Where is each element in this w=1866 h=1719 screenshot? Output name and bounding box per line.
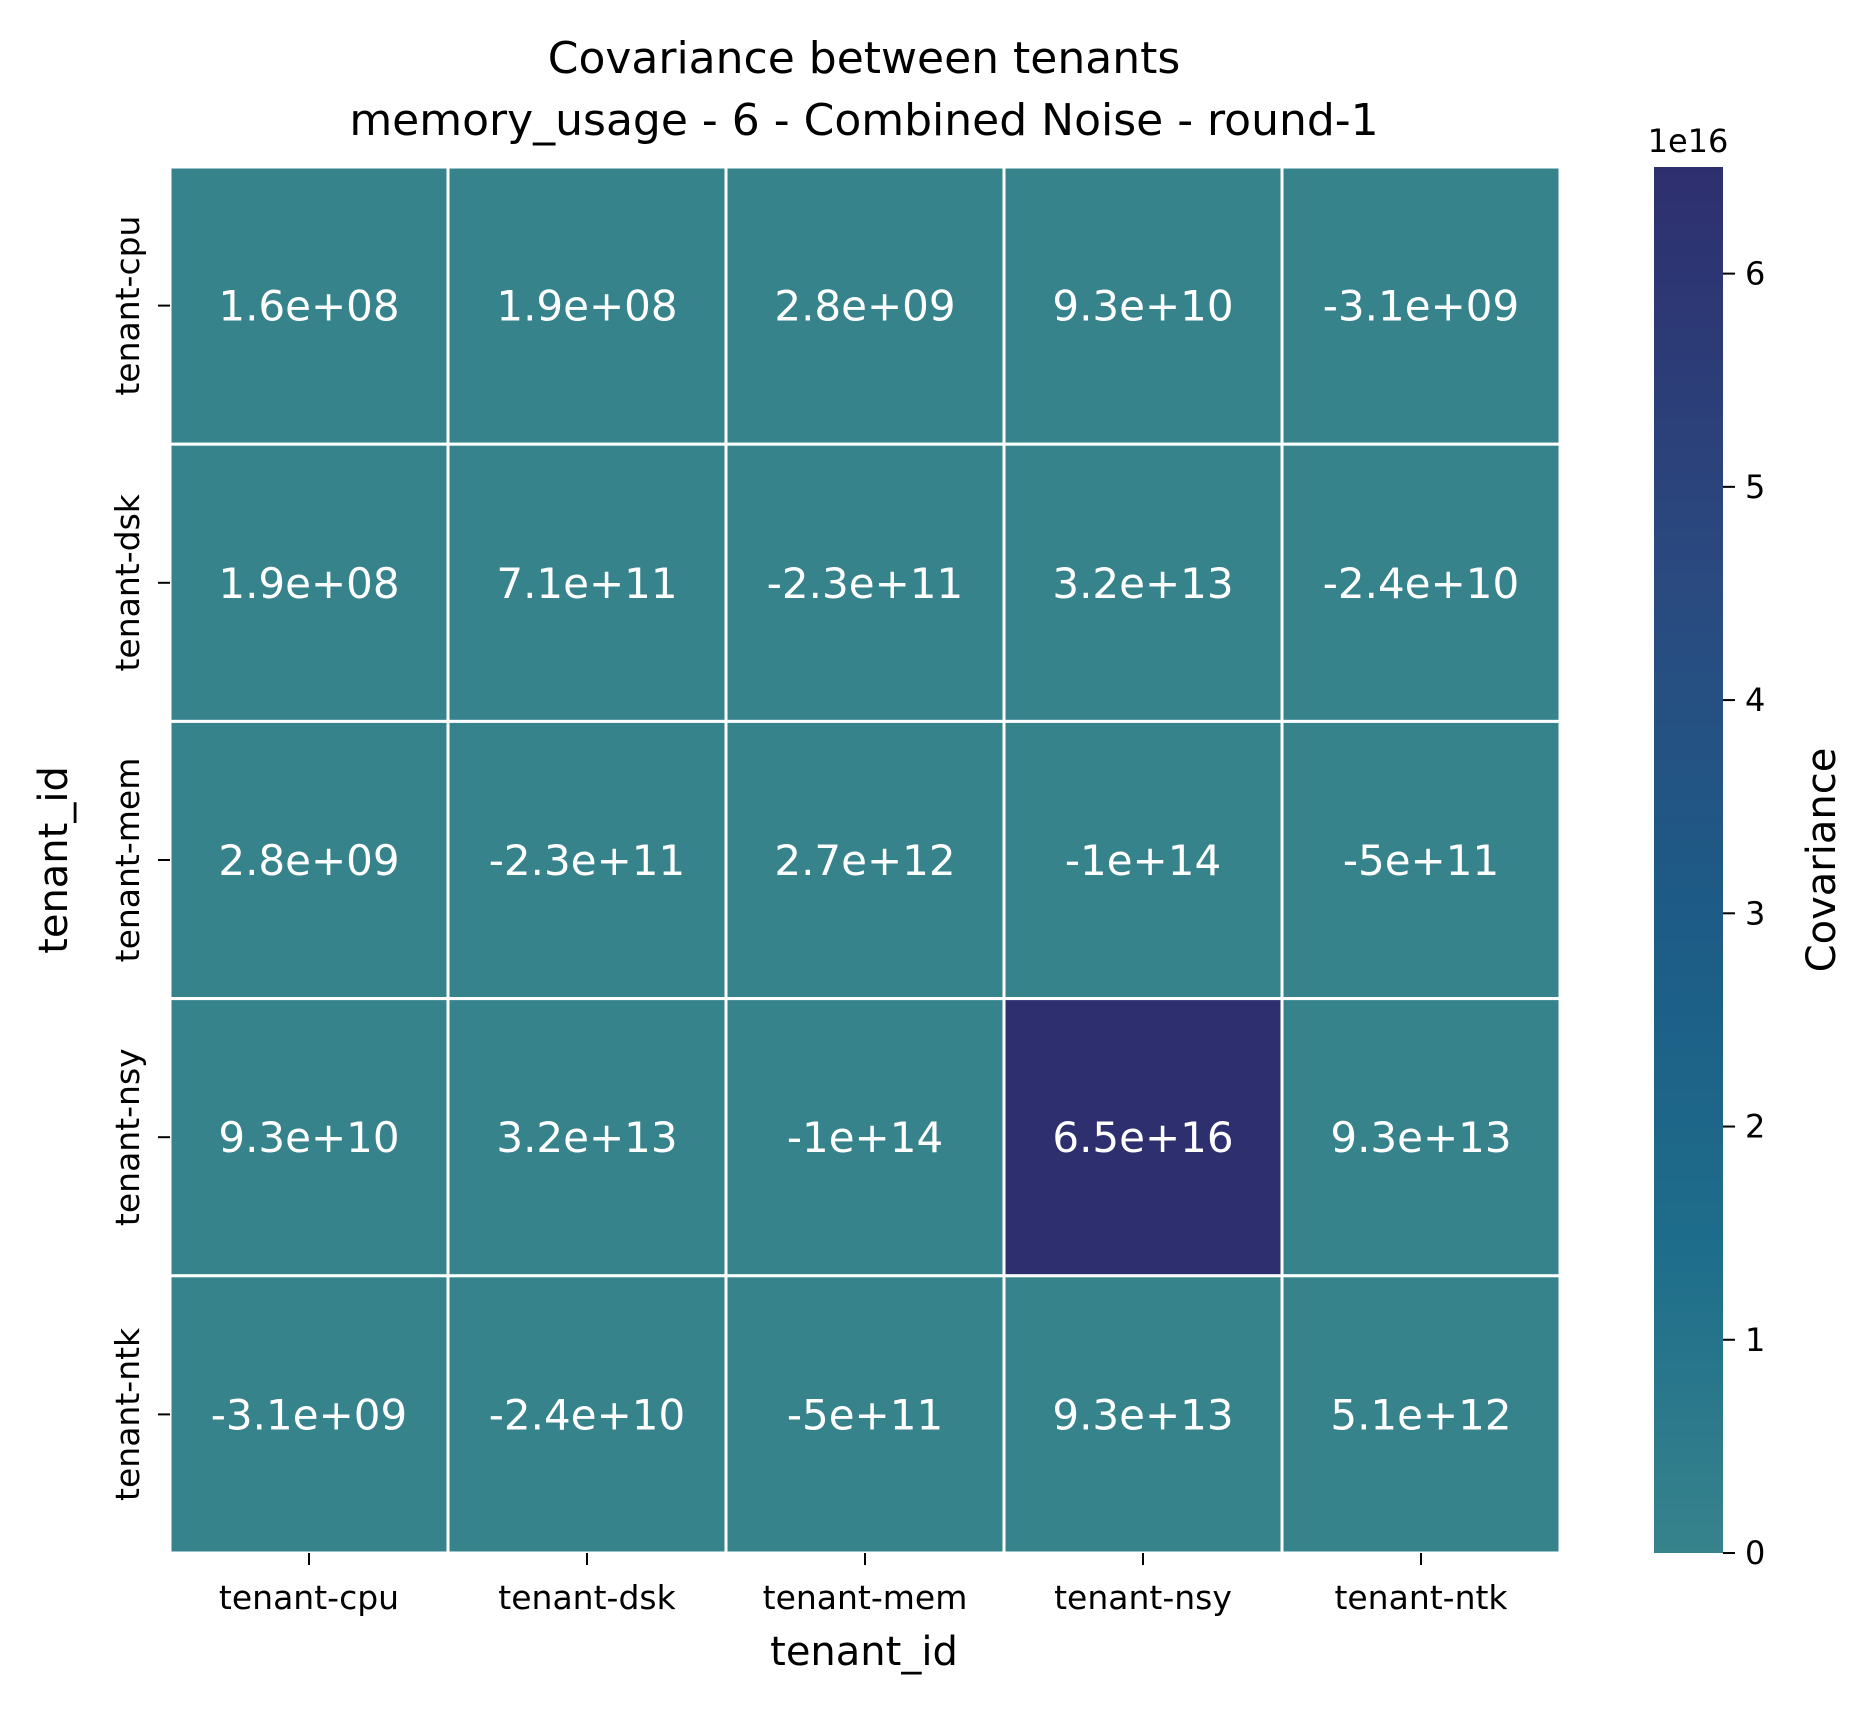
cell-value-label: -3.1e+09 (1323, 282, 1519, 331)
cell-value-label: 5.1e+12 (1330, 1390, 1511, 1439)
colorbar-ticks: 0 1 2 3 4 5 6 (1723, 255, 1765, 1572)
cell-value-label: 9.3e+13 (1330, 1113, 1511, 1162)
heatmap-cell-tenant-nsy-tenant-mem (724, 997, 1006, 1278)
heatmap-cell-tenant-dsk-tenant-mem (724, 442, 1006, 723)
cell-value-label: 2.8e+09 (218, 836, 399, 885)
chart-title-line-1: Covariance between tenants (548, 33, 1181, 84)
colorbar-tick-label: 4 (1745, 681, 1765, 719)
y-axis-ticks: tenant-cpu tenant-dsk tenant-mem tenant-nsy… (108, 216, 170, 1501)
cell-value-label: 1.9e+08 (218, 559, 399, 608)
heatmap-cell-tenant-nsy-tenant-dsk (446, 997, 728, 1278)
heatmap-cell-tenant-mem-tenant-nsy (1002, 719, 1284, 1001)
cell-value-label: 9.3e+13 (1052, 1390, 1233, 1439)
heatmap-cell-tenant-dsk-tenant-cpu (168, 442, 450, 723)
heatmap-cell-labels: 1.6e+08 1.9e+08 2.8e+09 9.3e+10 -3.1e+09 1.9e… (211, 282, 1519, 1440)
heatmap-cell-tenant-cpu-tenant-ntk (1280, 165, 1562, 446)
y-axis-label: tenant_id (31, 766, 77, 954)
heatmap-cell-tenant-cpu-tenant-cpu (168, 165, 450, 446)
heatmap-cell-tenant-dsk-tenant-ntk (1280, 442, 1562, 723)
heatmap-cell-tenant-ntk-tenant-ntk (1280, 1274, 1562, 1555)
cell-value-label: -2.3e+11 (489, 836, 685, 885)
heatmap-cell-tenant-ntk-tenant-dsk (446, 1274, 728, 1555)
cell-value-label: -5e+11 (787, 1390, 943, 1439)
cell-value-label: 7.1e+11 (496, 559, 677, 608)
x-tick-label: tenant-dsk (498, 1578, 676, 1617)
colorbar-tick-label: 0 (1745, 1534, 1765, 1572)
cell-value-label: -2.4e+10 (489, 1390, 685, 1439)
y-tick-label: tenant-nsy (108, 1048, 147, 1226)
heatmap-cell-tenant-ntk-tenant-cpu (168, 1274, 450, 1555)
cell-value-label: 2.7e+12 (774, 836, 955, 885)
x-axis-ticks: tenant-cpu tenant-dsk tenant-mem tenant-nsy… (219, 1553, 1508, 1617)
cell-value-label: 9.3e+10 (1052, 282, 1233, 331)
colorbar-tick-label: 3 (1745, 894, 1765, 932)
colorbar-tick-label: 5 (1745, 468, 1765, 506)
cell-value-label: 3.2e+13 (496, 1113, 677, 1162)
heatmap-cell-tenant-mem-tenant-ntk (1280, 719, 1562, 1001)
cell-value-label: 3.2e+13 (1052, 559, 1233, 608)
cell-value-label: -3.1e+09 (211, 1390, 407, 1439)
x-tick-label: tenant-cpu (219, 1578, 399, 1617)
colorbar-tick-label: 2 (1745, 1108, 1765, 1146)
cell-value-label: 1.9e+08 (496, 282, 677, 331)
colorbar (1654, 167, 1723, 1553)
colorbar-tick-label: 6 (1745, 255, 1765, 293)
colorbar-label: Covariance (1799, 748, 1845, 973)
cell-value-label: 6.5e+16 (1052, 1113, 1233, 1162)
x-tick-label: tenant-mem (763, 1578, 968, 1617)
cell-value-label: -2.3e+11 (767, 559, 963, 608)
y-tick-label: tenant-dsk (108, 493, 147, 671)
cell-value-label: -1e+14 (787, 1113, 943, 1162)
x-tick-label: tenant-ntk (1334, 1578, 1508, 1617)
heatmap-cells (168, 165, 1562, 1555)
heatmap-cell-tenant-cpu-tenant-dsk (446, 165, 728, 446)
heatmap-cell-tenant-nsy-tenant-nsy (1002, 997, 1284, 1278)
x-axis-label: tenant_id (770, 1629, 958, 1675)
heatmap-cell-tenant-nsy-tenant-ntk (1280, 997, 1562, 1278)
cell-value-label: -5e+11 (1343, 836, 1499, 885)
heatmap-cell-tenant-cpu-tenant-nsy (1002, 165, 1284, 446)
cell-value-label: 9.3e+10 (218, 1113, 399, 1162)
heatmap-cell-tenant-ntk-tenant-mem (724, 1274, 1006, 1555)
y-tick-label: tenant-ntk (108, 1327, 147, 1501)
colorbar-multiplier: 1e16 (1648, 122, 1729, 160)
chart-title-line-2: memory_usage - 6 - Combined Noise - roun… (349, 95, 1378, 146)
x-tick-label: tenant-nsy (1054, 1578, 1232, 1617)
cell-value-label: -1e+14 (1065, 836, 1221, 885)
cell-value-label: -2.4e+10 (1323, 559, 1519, 608)
colorbar-tick-label: 1 (1745, 1321, 1765, 1359)
y-tick-label: tenant-cpu (108, 216, 147, 396)
heatmap-cell-tenant-mem-tenant-mem (724, 719, 1006, 1001)
heatmap-cell-tenant-cpu-tenant-mem (724, 165, 1006, 446)
heatmap-cell-tenant-mem-tenant-dsk (446, 719, 728, 1001)
y-tick-label: tenant-mem (108, 758, 147, 963)
cell-value-label: 1.6e+08 (218, 282, 399, 331)
cell-value-label: 2.8e+09 (774, 282, 955, 331)
